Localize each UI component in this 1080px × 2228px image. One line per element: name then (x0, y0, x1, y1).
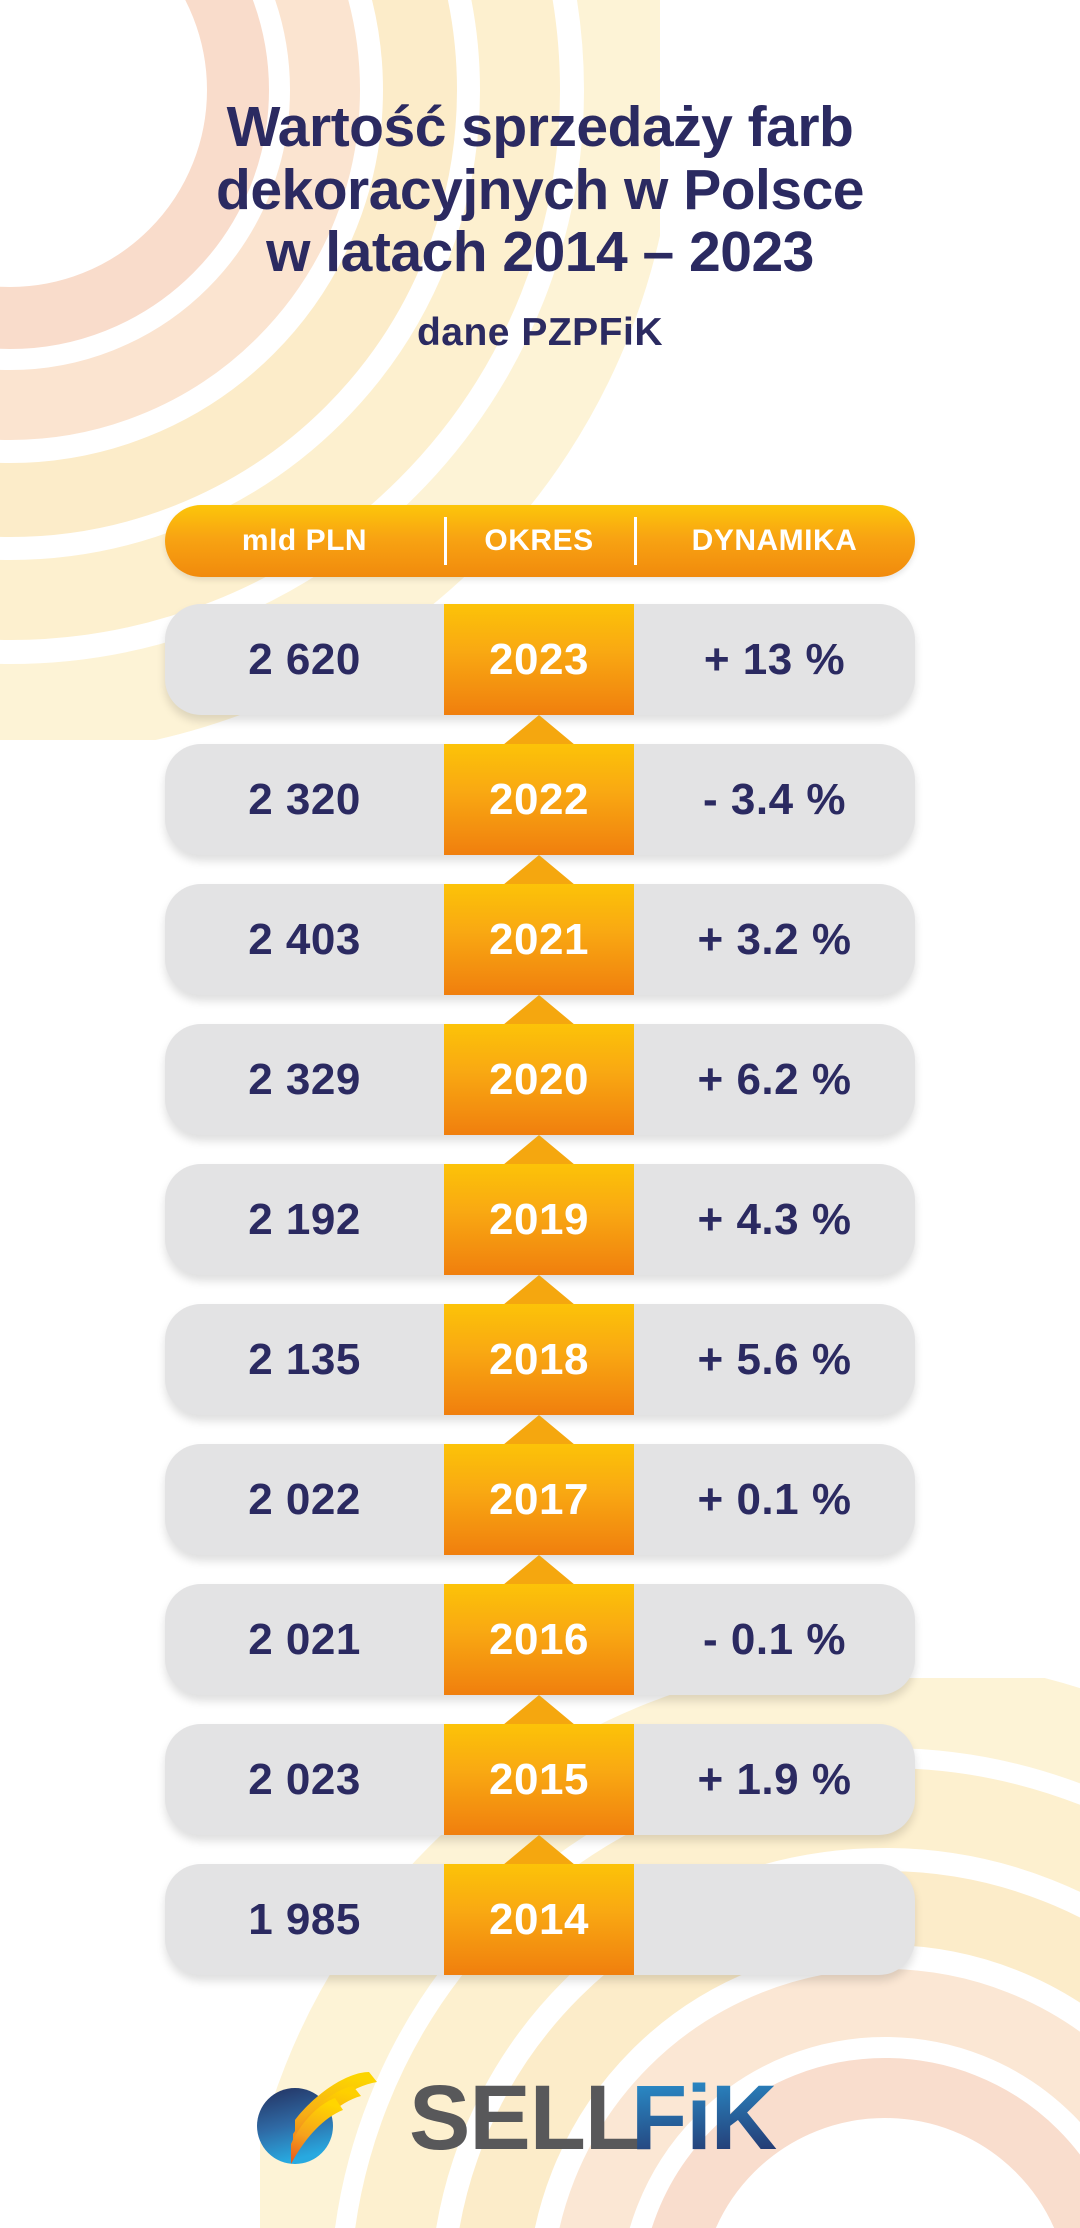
table-header-row: mld PLN OKRES DYNAMIKA (165, 505, 915, 577)
cell-year: 2022 (444, 744, 634, 885)
cell-year: 2018 (444, 1304, 634, 1445)
cell-dynamics: + 4.3 % (697, 1194, 852, 1244)
header-divider-1 (444, 517, 447, 565)
cell-value: 2 403 (248, 914, 361, 964)
column-header-dynamics: DYNAMIKA (691, 524, 858, 557)
cell-year-label: 2017 (489, 1474, 589, 1524)
table-rows: 2 620 2023 + 13 % 2 320 2022 - 3.4 % 2 403 2021… (165, 604, 915, 1975)
cell-dynamics: - 3.4 % (703, 774, 846, 824)
cell-dynamics: + 13 % (703, 634, 846, 684)
cell-dynamics (634, 1864, 915, 1975)
table-row: 2 135 2018 + 5.6 % (165, 1304, 915, 1445)
cell-year-label: 2015 (489, 1754, 589, 1804)
cell-value: 2 022 (248, 1474, 361, 1524)
cell-year-label: 2023 (489, 634, 589, 684)
cell-year-label: 2022 (489, 774, 589, 824)
data-table: mld PLN OKRES DYNAMIKA 2 620 2023 + 13 % 2 … (165, 505, 915, 1975)
cell-year: 2017 (444, 1444, 634, 1585)
table-row: 2 620 2023 + 13 % (165, 604, 915, 745)
cell-year: 2019 (444, 1164, 634, 1305)
table-row: 2 320 2022 - 3.4 % (165, 744, 915, 885)
svg-text:SELL: SELL (409, 2073, 640, 2169)
cell-dynamics: + 1.9 % (697, 1754, 852, 1804)
table-row: 2 021 2016 - 0.1 % (165, 1584, 915, 1725)
page-title: Wartość sprzedaży farb dekoracyjnych w P… (0, 96, 1080, 284)
cell-value: 2 192 (248, 1194, 361, 1244)
title-line-1: Wartość sprzedaży farb (226, 95, 854, 159)
page-subtitle: dane PZPFiK (416, 311, 664, 355)
sellfik-emblem-icon (257, 2072, 377, 2164)
cell-year: 2014 (444, 1864, 634, 1975)
title-line-2: dekoracyjnych w Polsce (216, 157, 864, 222)
svg-text:FiK: FiK (631, 2073, 777, 2169)
column-header-period: OKRES (484, 524, 594, 557)
table-row: 2 023 2015 + 1.9 % (165, 1724, 915, 1865)
cell-year-label: 2016 (489, 1614, 589, 1664)
growth-arrow-up-icon (503, 855, 575, 885)
cell-year-label: 2018 (489, 1334, 589, 1384)
table-row: 2 192 2019 + 4.3 % (165, 1164, 915, 1305)
cell-year: 2020 (444, 1024, 634, 1165)
cell-value: 2 320 (248, 774, 361, 824)
cell-dynamics: - 0.1 % (703, 1614, 846, 1664)
growth-arrow-up-icon (503, 715, 575, 745)
cell-year: 2023 (444, 604, 634, 745)
cell-value: 2 329 (248, 1054, 361, 1104)
table-row: 2 022 2017 + 0.1 % (165, 1444, 915, 1585)
brand-logo: SELL FiK (0, 2064, 1080, 2178)
column-header-value: mld PLN (241, 524, 368, 557)
cell-year: 2021 (444, 884, 634, 1025)
growth-arrow-up-icon (503, 995, 575, 1025)
cell-year-label: 2020 (489, 1054, 589, 1104)
table-row: 2 329 2020 + 6.2 % (165, 1024, 915, 1165)
title-line-3: w latach 2014 – 2023 (266, 220, 814, 285)
sellfik-wordmark: SELL FiK (409, 2073, 778, 2169)
growth-arrow-up-icon (503, 1555, 575, 1585)
table-row: 1 985 2014 (165, 1864, 915, 1975)
header-divider-2 (634, 517, 637, 565)
growth-arrow-up-icon (503, 1695, 575, 1725)
cell-dynamics: + 5.6 % (697, 1334, 852, 1384)
cell-dynamics: + 0.1 % (697, 1474, 852, 1524)
cell-value: 2 620 (248, 634, 361, 684)
growth-arrow-up-icon (503, 1135, 575, 1165)
cell-year-label: 2019 (489, 1194, 589, 1244)
cell-dynamics: + 3.2 % (697, 914, 852, 964)
cell-year-label: 2021 (489, 914, 589, 964)
cell-year: 2016 (444, 1584, 634, 1725)
growth-arrow-up-icon (503, 1835, 575, 1865)
cell-value: 2 021 (248, 1614, 361, 1664)
cell-value: 2 135 (248, 1334, 361, 1384)
cell-dynamics: + 6.2 % (697, 1054, 852, 1104)
growth-arrow-up-icon (503, 1415, 575, 1445)
table-row: 2 403 2021 + 3.2 % (165, 884, 915, 1025)
title-block: Wartość sprzedaży farb dekoracyjnych w P… (0, 96, 1080, 355)
growth-arrow-up-icon (503, 1275, 575, 1305)
cell-value: 1 985 (248, 1894, 361, 1944)
cell-year-label: 2014 (489, 1894, 589, 1944)
cell-value: 2 023 (248, 1754, 361, 1804)
cell-year: 2015 (444, 1724, 634, 1865)
